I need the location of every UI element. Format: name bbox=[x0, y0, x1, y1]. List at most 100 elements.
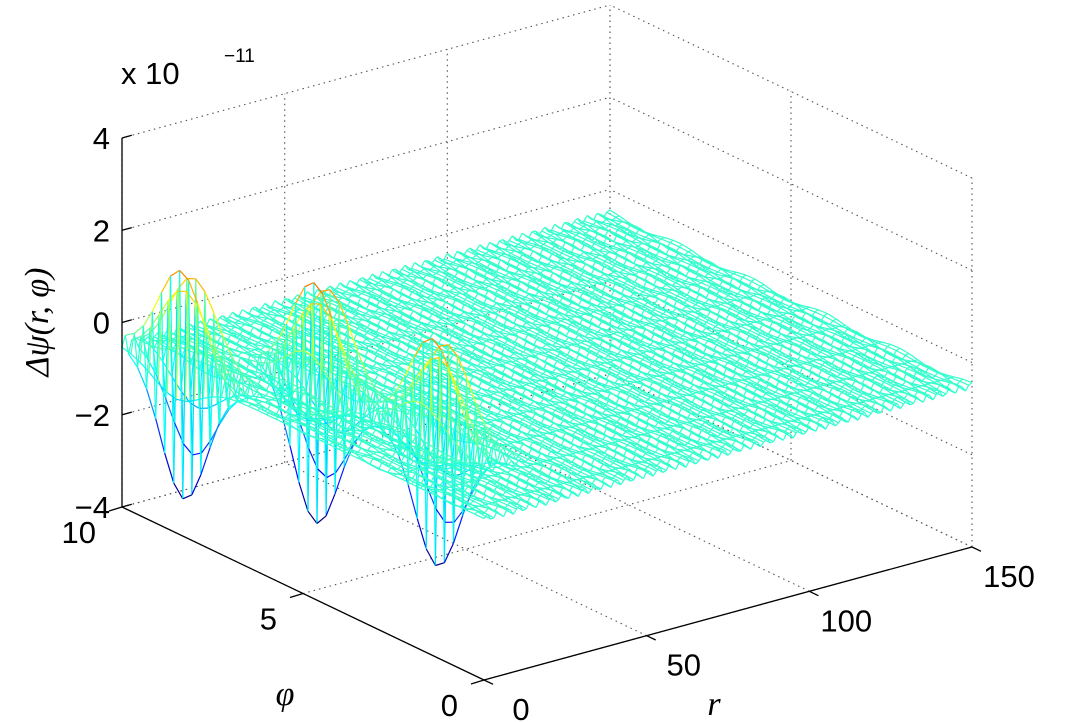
surface-mesh-segment bbox=[377, 447, 387, 451]
surface-mesh-segment bbox=[268, 391, 279, 400]
surface-mesh-segment bbox=[374, 374, 379, 381]
surface-mesh-segment bbox=[290, 304, 295, 309]
surface-mesh-segment bbox=[433, 256, 439, 261]
surface-mesh-segment bbox=[303, 296, 314, 302]
surface-mesh-segment bbox=[227, 377, 232, 409]
surface-mesh-segment bbox=[212, 343, 223, 364]
surface-mesh-segment bbox=[487, 385, 492, 391]
surface-mesh-segment bbox=[287, 382, 293, 408]
surface-mesh-segment bbox=[286, 400, 291, 406]
surface-mesh-segment bbox=[252, 391, 258, 397]
surface-mesh-segment bbox=[239, 333, 250, 340]
surface-mesh-segment bbox=[251, 307, 262, 315]
surface-mesh-segment bbox=[285, 413, 290, 418]
surface-mesh-segment bbox=[148, 311, 153, 373]
surface-mesh-segment bbox=[228, 348, 239, 357]
surface-mesh-segment bbox=[320, 289, 331, 293]
surface-mesh-segment bbox=[251, 403, 262, 407]
floor-gridline bbox=[284, 462, 647, 637]
surface-mesh-segment bbox=[276, 401, 282, 409]
surface-mesh-segment bbox=[280, 374, 292, 397]
surface-mesh-segment bbox=[339, 438, 344, 445]
surface-mesh-segment bbox=[266, 414, 277, 420]
surface-mesh-segment bbox=[435, 562, 445, 567]
surface-mesh-segment bbox=[294, 297, 304, 304]
surface-mesh-segment bbox=[265, 394, 275, 400]
surface-mesh-segment bbox=[405, 353, 410, 358]
surface-mesh-segment bbox=[146, 327, 151, 389]
surface-mesh-segment bbox=[279, 391, 290, 404]
surface-mesh-segment bbox=[238, 345, 249, 353]
surface-mesh-segment bbox=[487, 256, 492, 261]
surface-mesh-segment bbox=[257, 316, 268, 319]
surface-mesh-segment bbox=[233, 332, 244, 338]
surface-mesh-segment bbox=[266, 410, 271, 416]
surface-mesh-segment bbox=[421, 279, 427, 287]
surface-mesh-segment bbox=[273, 360, 278, 388]
surface-mesh-segment bbox=[457, 366, 462, 371]
surface-mesh-segment bbox=[427, 320, 432, 325]
surface-mesh-segment bbox=[479, 333, 485, 338]
surface-mesh-segment bbox=[274, 388, 280, 395]
surface-mesh-segment bbox=[194, 397, 204, 402]
surface-mesh-segment bbox=[529, 250, 534, 258]
surface-mesh-segment bbox=[184, 280, 190, 402]
surface-mesh-segment bbox=[385, 331, 390, 336]
surface-mesh-segment bbox=[127, 339, 133, 354]
surface-mesh-segment bbox=[267, 313, 277, 317]
surface-mesh-segment bbox=[393, 474, 403, 481]
surface-mesh-segment bbox=[271, 399, 281, 403]
surface-mesh-segment bbox=[238, 309, 243, 317]
surface-mesh-segment bbox=[449, 482, 460, 485]
surface-mesh-segment bbox=[425, 375, 430, 380]
surface-mesh-segment bbox=[258, 362, 263, 373]
surface-mesh-segment bbox=[244, 394, 254, 397]
surface-mesh-segment bbox=[264, 350, 270, 374]
surface-mesh-segment bbox=[271, 392, 282, 398]
surface-mesh-segment bbox=[389, 288, 394, 296]
surface-mesh-segment bbox=[239, 401, 249, 407]
surface-mesh-segment bbox=[235, 345, 240, 351]
surface-mesh-segment bbox=[200, 321, 205, 475]
surface-mesh-segment bbox=[139, 325, 144, 363]
surface-mesh-segment bbox=[188, 279, 199, 304]
surface-mesh-segment bbox=[244, 343, 250, 349]
surface-mesh-segment bbox=[154, 332, 159, 338]
surface-mesh-segment bbox=[229, 316, 239, 322]
surface-mesh-segment bbox=[452, 320, 457, 325]
surface-mesh-segment bbox=[275, 378, 280, 388]
surface-mesh-segment bbox=[211, 360, 217, 397]
surface-mesh-segment bbox=[204, 291, 215, 314]
surface-mesh-segment bbox=[316, 515, 327, 524]
surface-mesh-segment bbox=[264, 362, 269, 381]
surface-mesh-segment bbox=[329, 285, 340, 293]
surface-mesh-segment bbox=[272, 324, 283, 330]
surface-mesh-segment bbox=[254, 349, 264, 354]
surface-mesh-segment bbox=[322, 295, 327, 300]
surface-mesh-segment bbox=[153, 348, 164, 363]
surface-mesh-segment bbox=[257, 339, 262, 344]
surface-mesh-segment bbox=[130, 333, 135, 354]
surface-mesh-segment bbox=[142, 311, 153, 327]
surface-mesh-segment bbox=[227, 359, 232, 367]
surface-mesh-segment bbox=[209, 343, 214, 448]
surface-mesh-segment bbox=[277, 310, 287, 314]
surface-mesh-segment bbox=[167, 290, 178, 302]
surface-mesh-segment bbox=[307, 510, 318, 524]
surface-mesh-segment bbox=[410, 305, 415, 310]
surface-mesh-segment bbox=[219, 409, 230, 425]
surface-mesh-segment bbox=[191, 302, 196, 495]
surface-mesh-segment bbox=[182, 291, 187, 499]
surface-mesh-segment bbox=[253, 395, 263, 399]
surface-mesh-segment bbox=[188, 280, 193, 495]
surface-mesh-segment bbox=[313, 315, 319, 321]
surface-mesh-segment bbox=[270, 375, 280, 380]
surface-mesh-segment bbox=[235, 370, 240, 382]
surface-mesh-segment bbox=[193, 303, 199, 401]
surface-mesh-segment bbox=[233, 393, 238, 402]
surface-mesh-segment bbox=[355, 394, 360, 413]
surface-mesh-segment bbox=[289, 445, 300, 483]
surface-mesh-segment bbox=[263, 320, 274, 326]
surface-mesh-segment bbox=[221, 324, 232, 331]
surface-mesh-segment bbox=[201, 440, 212, 454]
